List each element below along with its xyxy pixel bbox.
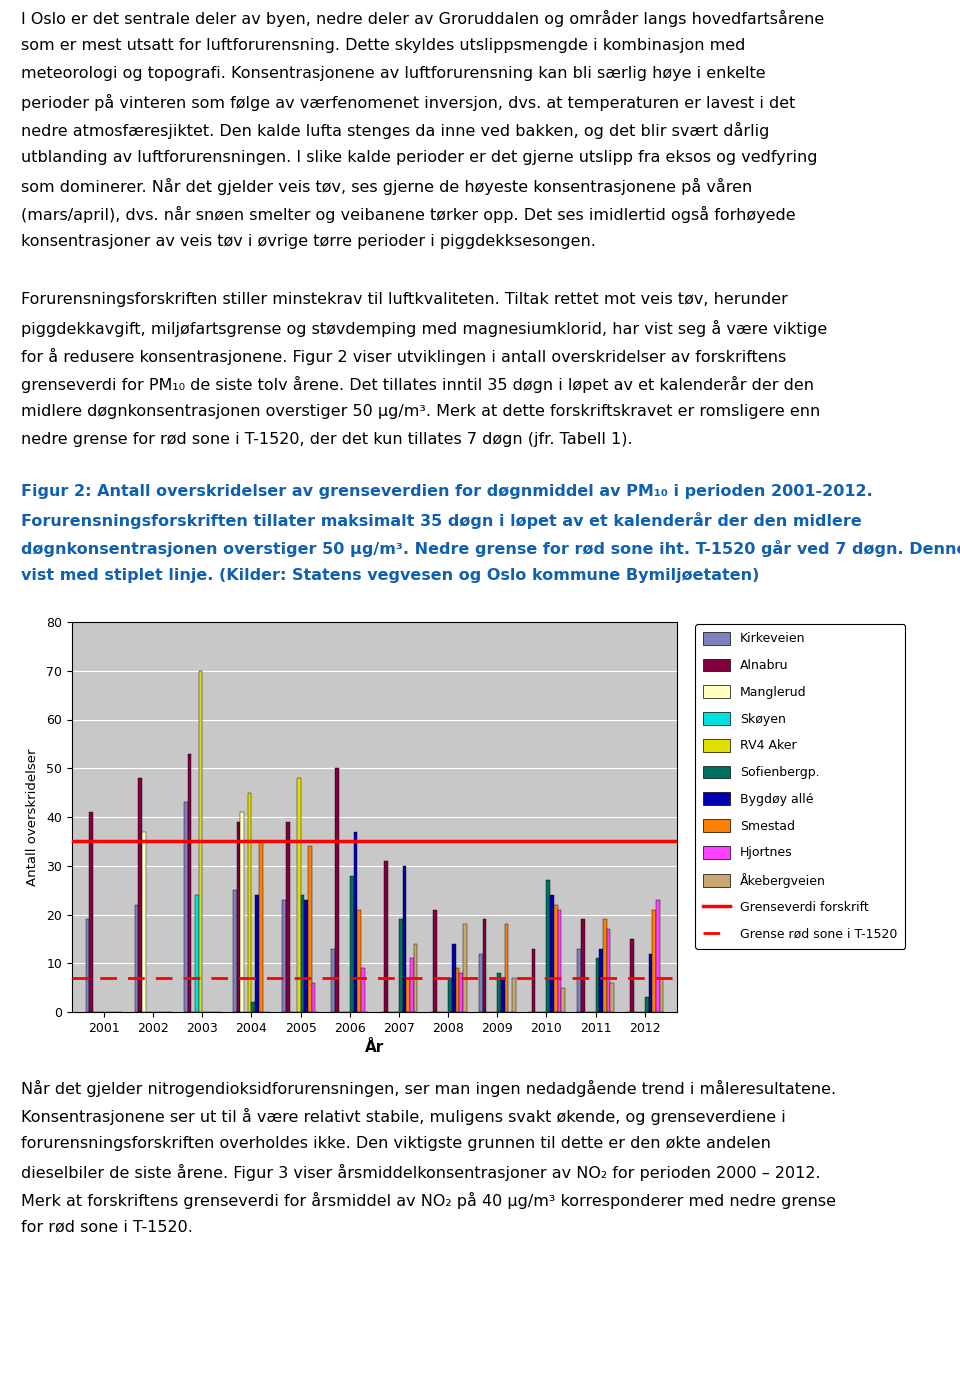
Bar	[652, 909, 656, 1012]
Text: meteorologi og topografi. Konsentrasjonene av luftforurensning kan bli særlig hø: meteorologi og topografi. Konsentrasjone…	[21, 67, 766, 80]
Bar	[233, 890, 237, 1012]
Bar	[456, 969, 459, 1012]
Bar	[297, 778, 300, 1012]
Legend: Kirkeveien, Alnabru, Manglerud, Skøyen, RV4 Aker, Sofienbergp., Bygdøy allé, Sme: Kirkeveien, Alnabru, Manglerud, Skøyen, …	[695, 624, 905, 948]
Bar	[138, 778, 142, 1012]
Text: som er mest utsatt for luftforurensning. Dette skyldes utslippsmengde i kombinas: som er mest utsatt for luftforurensning.…	[21, 37, 746, 53]
Bar	[252, 1002, 255, 1012]
Text: midlere døgnkonsentrasjonen overstiger 50 μg/m³. Merk at dette forskriftskravet : midlere døgnkonsentrasjonen overstiger 5…	[21, 403, 821, 419]
Text: nedre grense for rød sone i T-1520, der det kun tillates 7 døgn (jfr. Tabell 1).: nedre grense for rød sone i T-1520, der …	[21, 432, 633, 448]
Bar	[399, 919, 402, 1012]
Bar	[255, 895, 259, 1012]
Bar	[505, 924, 509, 1012]
Bar	[483, 919, 487, 1012]
Text: som dominerer. Når det gjelder veis tøv, ses gjerne de høyeste konsentrasjonene : som dominerer. Når det gjelder veis tøv,…	[21, 177, 753, 195]
Bar	[361, 969, 365, 1012]
Bar	[595, 958, 599, 1012]
Y-axis label: Antall overskridelser: Antall overskridelser	[26, 748, 39, 886]
Bar	[187, 754, 191, 1012]
Text: dieselbiler de siste årene. Figur 3 viser årsmiddelkonsentrasjoner av NO₂ for pe: dieselbiler de siste årene. Figur 3 vise…	[21, 1164, 821, 1181]
Text: Merk at forskriftens grenseverdi for årsmiddel av NO₂ på 40 μg/m³ korresponderer: Merk at forskriftens grenseverdi for års…	[21, 1192, 836, 1209]
Bar	[463, 924, 467, 1012]
Text: døgnkonsentrasjonen overstiger 50 μg/m³. Nedre grense for rød sone iht. T-1520 g: døgnkonsentrasjonen overstiger 50 μg/m³.…	[21, 541, 960, 557]
X-axis label: År: År	[365, 1041, 384, 1055]
Bar	[558, 909, 562, 1012]
Bar	[300, 895, 304, 1012]
Bar	[237, 822, 240, 1012]
Bar	[546, 880, 550, 1012]
Bar	[512, 979, 516, 1012]
Bar	[532, 948, 536, 1012]
Bar	[607, 929, 611, 1012]
Text: utblanding av luftforurensningen. I slike kalde perioder er det gjerne utslipp f: utblanding av luftforurensningen. I slik…	[21, 150, 818, 165]
Bar	[550, 895, 554, 1012]
Bar	[142, 832, 146, 1012]
Text: perioder på vinteren som følge av værfenomenet inversjon, dvs. at temperaturen e: perioder på vinteren som følge av værfen…	[21, 94, 796, 111]
Bar	[630, 938, 634, 1012]
Bar	[611, 983, 614, 1012]
Bar	[286, 822, 290, 1012]
Bar	[406, 979, 410, 1012]
Bar	[184, 802, 187, 1012]
Text: Forurensningsforskriften stiller minstekrav til luftkvaliteten. Tiltak rettet mo: Forurensningsforskriften stiller minstek…	[21, 292, 788, 308]
Bar	[581, 919, 585, 1012]
Bar	[433, 909, 437, 1012]
Bar	[402, 866, 406, 1012]
Bar	[497, 973, 501, 1012]
Text: for rød sone i T-1520.: for rød sone i T-1520.	[21, 1220, 193, 1235]
Bar	[452, 944, 456, 1012]
Text: for å redusere konsentrasjonene. Figur 2 viser utviklingen i antall overskridels: for å redusere konsentrasjonene. Figur 2…	[21, 348, 786, 365]
Bar	[312, 983, 316, 1012]
Bar	[248, 793, 252, 1012]
Text: forurensningsforskriften overholdes ikke. Den viktigste grunnen til dette er den: forurensningsforskriften overholdes ikke…	[21, 1137, 771, 1150]
Bar	[577, 948, 581, 1012]
Bar	[357, 909, 361, 1012]
Bar	[660, 979, 663, 1012]
Bar	[448, 979, 452, 1012]
Bar	[384, 861, 388, 1012]
Text: Når det gjelder nitrogendioksidforurensningen, ser man ingen nedadgående trend i: Når det gjelder nitrogendioksidforurensn…	[21, 1080, 836, 1096]
Text: Figur 2: Antall overskridelser av grenseverdien for døgnmiddel av PM₁₀ i periode: Figur 2: Antall overskridelser av grense…	[21, 484, 873, 499]
Text: I Oslo er det sentrale deler av byen, nedre deler av Groruddalen og områder lang: I Oslo er det sentrale deler av byen, ne…	[21, 10, 825, 26]
Text: nedre atmosfæresjiktet. Den kalde lufta stenges da inne ved bakken, og det blir : nedre atmosfæresjiktet. Den kalde lufta …	[21, 122, 770, 139]
Text: Konsentrasjonene ser ut til å være relativt stabile, muligens svakt økende, og g: Konsentrasjonene ser ut til å være relat…	[21, 1107, 786, 1125]
Bar	[479, 954, 483, 1012]
Bar	[645, 998, 649, 1012]
Bar	[89, 812, 93, 1012]
Bar	[240, 812, 244, 1012]
Bar	[562, 988, 564, 1012]
Bar	[259, 841, 262, 1012]
Bar	[459, 973, 463, 1012]
Bar	[599, 948, 603, 1012]
Bar	[649, 954, 652, 1012]
Bar	[199, 671, 203, 1012]
Bar	[331, 948, 335, 1012]
Text: vist med stiplet linje. (Kilder: Statens vegvesen og Oslo kommune Bymiljøetaten): vist med stiplet linje. (Kilder: Statens…	[21, 568, 759, 584]
Bar	[304, 900, 308, 1012]
Text: grenseverdi for PM₁₀ de siste tolv årene. Det tillates inntil 35 døgn i løpet av: grenseverdi for PM₁₀ de siste tolv årene…	[21, 376, 814, 394]
Text: Forurensningsforskriften tillater maksimalt 35 døgn i løpet av et kalenderår der: Forurensningsforskriften tillater maksim…	[21, 511, 862, 529]
Bar	[656, 900, 660, 1012]
Bar	[501, 979, 505, 1012]
Bar	[282, 900, 286, 1012]
Text: konsentrasjoner av veis tøv i øvrige tørre perioder i piggdekksesongen.: konsentrasjoner av veis tøv i øvrige tør…	[21, 234, 596, 249]
Bar	[195, 895, 199, 1012]
Bar	[134, 905, 138, 1012]
Bar	[308, 847, 312, 1012]
Bar	[353, 832, 357, 1012]
Bar	[410, 958, 414, 1012]
Text: (mars/april), dvs. når snøen smelter og veibanene tørker opp. Det ses imidlertid: (mars/april), dvs. når snøen smelter og …	[21, 207, 796, 223]
Bar	[349, 876, 353, 1012]
Bar	[85, 919, 89, 1012]
Bar	[335, 768, 339, 1012]
Bar	[554, 905, 558, 1012]
Bar	[603, 919, 607, 1012]
Text: piggdekkavgift, miljøfartsgrense og støvdemping med magnesiumklorid, har vist se: piggdekkavgift, miljøfartsgrense og støv…	[21, 320, 828, 337]
Bar	[414, 944, 418, 1012]
